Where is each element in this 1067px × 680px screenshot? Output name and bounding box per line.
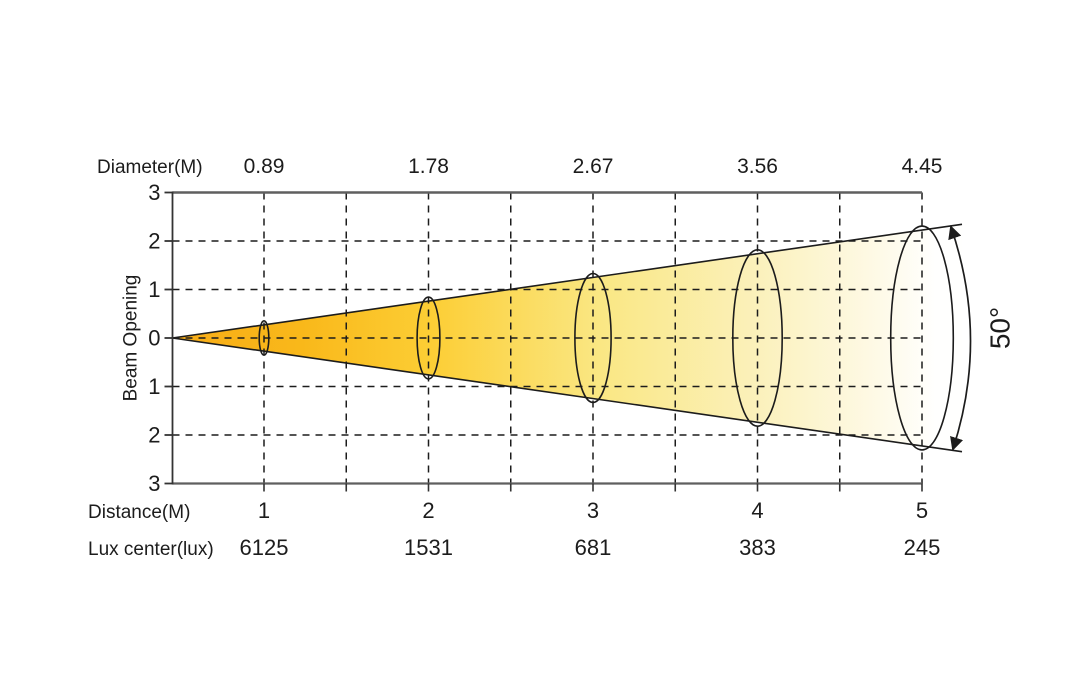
plot-borders	[164, 191, 923, 492]
beam-opening-tick-label: 1	[148, 277, 160, 302]
beam-cone-edges	[172, 223, 963, 453]
cross-section-ellipse-1m	[258, 319, 270, 356]
distance-value: 2	[422, 498, 434, 523]
beam-opening-tick-label: 2	[148, 229, 160, 254]
distance-value: 1	[258, 498, 270, 523]
distance-value: 5	[916, 498, 928, 523]
grid-lines	[172, 192, 923, 484]
tick-labels: 0.89 1.78 2.67 3.56 4.45 3 2 1 0 1 2 3 1 2 3 4 5 6125 1531…	[148, 155, 942, 560]
beam-angle-arc	[948, 225, 972, 451]
lux-center-value: 1531	[404, 535, 453, 560]
diameter-value: 0.89	[244, 155, 285, 178]
diameter-value: 3.56	[737, 155, 778, 178]
beam-angle-arc-arrow	[948, 225, 972, 451]
distance-axis-label: Distance(M)	[88, 502, 190, 523]
beam-opening-tick-label: 1	[148, 374, 160, 399]
distance-value: 4	[751, 498, 763, 523]
lux-center-value: 245	[904, 535, 941, 560]
beam-opening-tick-label: 3	[148, 471, 160, 496]
beam-opening-tick-label: 0	[148, 326, 160, 351]
beam-opening-axis-label: Beam Opening	[121, 275, 142, 402]
cross-section-ellipse-2m	[416, 296, 441, 380]
axis-titles: Diameter(M) Beam Opening Distance(M) Lux…	[88, 157, 1016, 560]
lux-center-value: 383	[739, 535, 776, 560]
cross-section-ellipse-4m	[731, 249, 783, 427]
beam-opening-tick-label: 2	[148, 423, 160, 448]
cross-section-ellipse-3m	[574, 272, 612, 404]
beam-angle-value: 50°	[985, 307, 1016, 349]
lux-center-value: 681	[575, 535, 612, 560]
diameter-value: 2.67	[573, 155, 614, 178]
lux-center-value: 6125	[240, 535, 289, 560]
beam-edge	[172, 223, 963, 339]
beam-edge	[172, 337, 963, 453]
lux-axis-label: Lux center(lux)	[88, 539, 214, 560]
distance-value: 3	[587, 498, 599, 523]
diameter-value: 4.45	[902, 155, 943, 178]
beam-opening-tick-label: 3	[148, 180, 160, 205]
diameter-axis-label: Diameter(M)	[97, 157, 203, 178]
diameter-value: 1.78	[408, 155, 449, 178]
